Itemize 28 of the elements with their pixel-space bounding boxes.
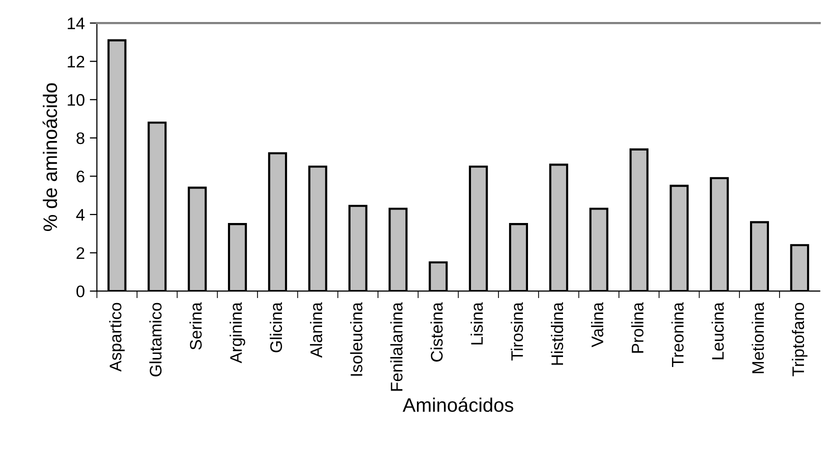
- x-tick-label: Glutamico: [149, 302, 162, 376]
- x-tick-label: Prolina: [631, 302, 644, 353]
- y-tick-label: 6: [76, 170, 84, 182]
- x-tick-label: Histidina: [550, 302, 564, 365]
- x-tick-label: Cisteina: [430, 302, 443, 362]
- x-tick-label: Serina: [190, 302, 202, 350]
- y-tick-label: 4: [76, 209, 85, 221]
- y-tick-label: 14: [68, 18, 85, 30]
- x-tick-label: Lisina: [470, 302, 483, 344]
- y-tick-label: 10: [68, 94, 84, 106]
- x-tick-label: Aspartico: [109, 302, 125, 372]
- x-tick-label: Fenilalanina: [390, 302, 403, 391]
- x-tick-label: Isoleucina: [350, 302, 362, 376]
- x-tick-label: Leucina: [712, 302, 724, 360]
- y-axis-title: % de aminoácido: [42, 83, 58, 231]
- x-axis-title: Aminoácidos: [402, 397, 514, 412]
- y-tick-label: 8: [76, 132, 84, 144]
- y-tick-label: 12: [68, 56, 84, 68]
- y-tick-label: 0: [76, 285, 84, 298]
- x-tick-label: Arginina: [230, 302, 246, 364]
- x-tick-label: Treonina: [671, 302, 684, 367]
- x-tick-label: Metionina: [752, 302, 764, 374]
- x-tick-label: Triptofano: [792, 302, 808, 376]
- x-tick-label: Glicina: [270, 302, 282, 352]
- y-tick-label: 2: [76, 247, 84, 259]
- x-tick-label: Alanina: [310, 302, 322, 358]
- x-tick-label: Tirosina: [510, 302, 524, 360]
- x-tick-label: Valina: [591, 302, 604, 348]
